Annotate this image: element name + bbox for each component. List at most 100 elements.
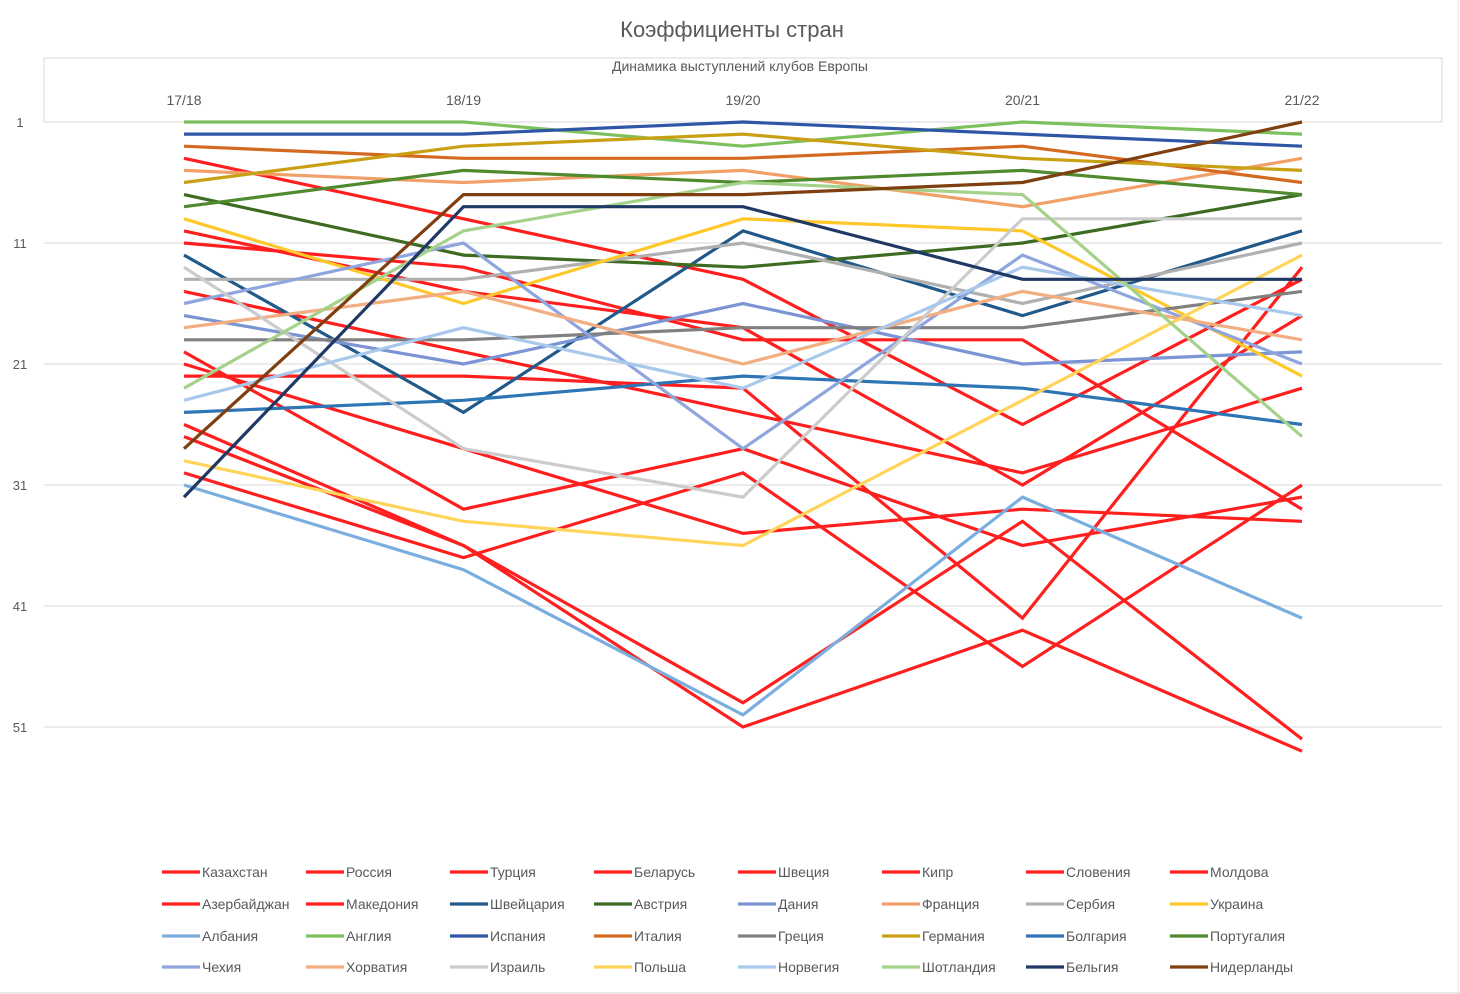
- series-line-2: [183, 156, 1303, 427]
- legend-item: Португалия: [1170, 928, 1285, 944]
- legend-label: Россия: [346, 864, 392, 880]
- series-line-25: [183, 241, 1303, 451]
- legend-label: Кипр: [922, 864, 954, 880]
- series-line-17: [183, 483, 1303, 717]
- legend-label: Греция: [778, 928, 824, 944]
- legend-item: Нидерланды: [1170, 959, 1293, 975]
- series-line-27: [183, 217, 1302, 499]
- legend-label: Шотландия: [922, 959, 996, 975]
- legend-item: Дания: [738, 896, 818, 912]
- legend-item: Франция: [882, 896, 979, 912]
- legend-label: Турция: [490, 864, 536, 880]
- series-line-4: [183, 241, 1303, 511]
- series-line-19: [184, 120, 1303, 148]
- y-tick-label: 11: [13, 236, 27, 251]
- legend-label: Молдова: [1210, 864, 1269, 880]
- legend-item: Австрия: [594, 896, 687, 912]
- y-tick-label: 41: [13, 599, 27, 614]
- legend: Казахстан Россия Турция Беларусь Швеция Кипр С…: [162, 864, 1293, 975]
- legend-label: Англия: [346, 928, 391, 944]
- legend-item: Турция: [450, 864, 536, 880]
- series-line-18: [184, 120, 1303, 148]
- legend-label: Франция: [922, 896, 979, 912]
- legend-label: Беларусь: [634, 864, 695, 880]
- legend-label: Бельгия: [1066, 959, 1118, 975]
- legend-label: Швеция: [778, 864, 829, 880]
- legend-item: Израиль: [450, 959, 545, 975]
- legend-label: Албания: [202, 928, 258, 944]
- series-line-30: [183, 180, 1304, 438]
- legend-label: Норвегия: [778, 959, 839, 975]
- legend-item: Германия: [882, 928, 985, 944]
- series-line-14: [183, 156, 1303, 209]
- legend-label: Чехия: [202, 959, 241, 975]
- legend-label: Казахстан: [202, 864, 268, 880]
- legend-item: Польша: [594, 959, 686, 975]
- legend-item: Швейцария: [450, 896, 565, 912]
- legend-item: Бельгия: [1026, 959, 1118, 975]
- legend-item: Казахстан: [162, 864, 268, 880]
- series-line-28: [183, 253, 1303, 548]
- x-axis-ticks: 17/18 18/19 19/20 20/21 21/22: [166, 92, 1319, 108]
- series-lines: [182, 120, 1304, 753]
- legend-label: Дания: [778, 896, 818, 912]
- series-line-9: [183, 362, 1303, 536]
- legend-item: Албания: [162, 928, 258, 944]
- series-line-12: [183, 193, 1303, 269]
- x-tick-label: 18/19: [446, 92, 481, 108]
- legend-label: Македония: [346, 896, 418, 912]
- legend-item: Словения: [1026, 864, 1130, 880]
- legend-label: Португалия: [1210, 928, 1285, 944]
- legend-label: Болгария: [1066, 928, 1127, 944]
- series-line-29: [183, 265, 1303, 402]
- series-line-20: [183, 144, 1303, 185]
- legend-label: Израиль: [490, 959, 545, 975]
- series-line-32: [182, 120, 1303, 450]
- legend-label: Италия: [634, 928, 682, 944]
- legend-label: Сербия: [1066, 896, 1115, 912]
- legend-label: Германия: [922, 928, 985, 944]
- legend-label: Нидерланды: [1210, 959, 1293, 975]
- legend-item: Италия: [594, 928, 682, 944]
- legend-label: Австрия: [634, 896, 687, 912]
- y-tick-label: 31: [13, 478, 27, 493]
- series-line-21: [184, 289, 1303, 342]
- x-tick-label: 20/21: [1005, 92, 1040, 108]
- legend-label: Хорватия: [346, 959, 407, 975]
- series-line-5: [183, 289, 1303, 475]
- legend-item: Англия: [306, 928, 391, 944]
- legend-item: Чехия: [162, 959, 241, 975]
- legend-label: Польша: [634, 959, 686, 975]
- series-line-8: [183, 423, 1303, 741]
- y-tick-label: 21: [13, 357, 27, 372]
- legend-label: Азербайджан: [202, 896, 290, 912]
- legend-item: Молдова: [1170, 864, 1269, 880]
- series-line-11: [183, 229, 1303, 415]
- chart-title: Коэффициенты стран: [620, 17, 844, 42]
- legend-item: Швеция: [738, 864, 829, 880]
- legend-item: Беларусь: [594, 864, 695, 880]
- series-line-13: [183, 301, 1303, 366]
- legend-label: Украина: [1210, 896, 1264, 912]
- legend-item: Греция: [738, 928, 824, 944]
- legend-item: Испания: [450, 928, 546, 944]
- legend-item: Азербайджан: [162, 896, 290, 912]
- legend-label: Швейцария: [490, 896, 565, 912]
- legend-label: Испания: [490, 928, 546, 944]
- legend-item: Украина: [1170, 896, 1264, 912]
- legend-item: Болгария: [1026, 928, 1127, 944]
- series-line-31: [182, 205, 1302, 499]
- series-line-23: [183, 374, 1303, 427]
- legend-item: Шотландия: [882, 959, 996, 975]
- series-line-1: [183, 435, 1303, 753]
- legend-item: Хорватия: [306, 959, 407, 975]
- legend-item: Македония: [306, 896, 418, 912]
- legend-item: Россия: [306, 864, 392, 880]
- series-line-10: [183, 471, 1303, 669]
- y-tick-label: 51: [13, 720, 27, 735]
- y-tick-label: 1: [16, 115, 23, 130]
- legend-item: Норвегия: [738, 959, 839, 975]
